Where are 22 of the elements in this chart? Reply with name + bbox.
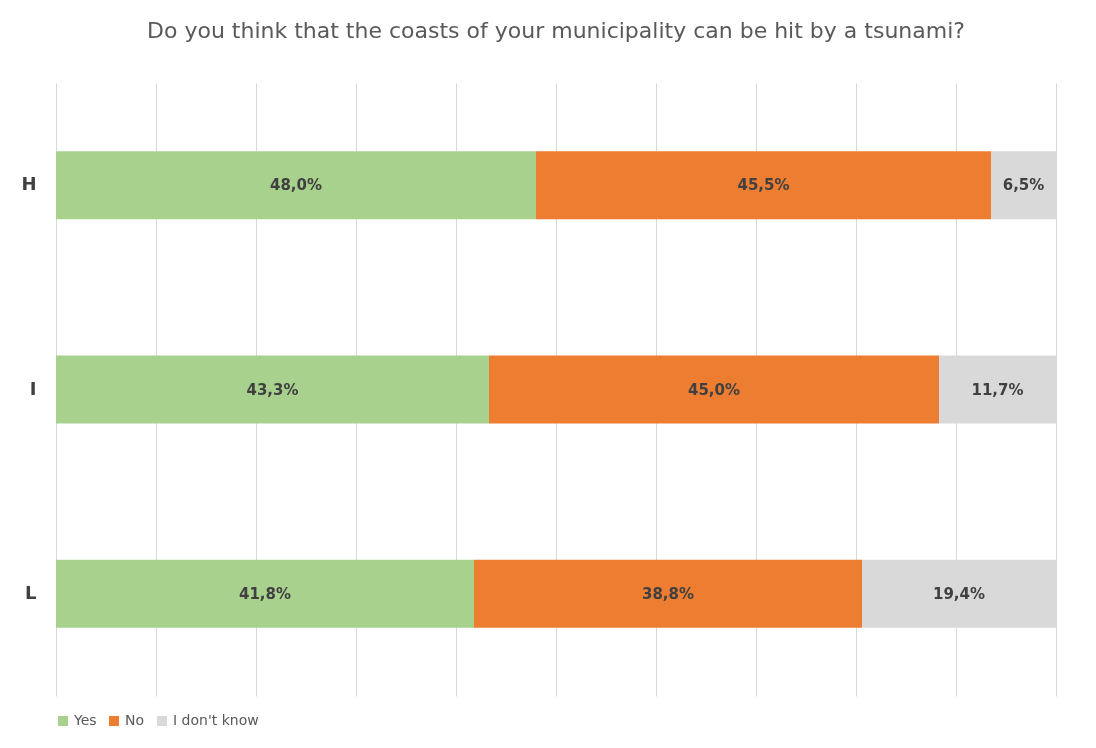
- bar: [56, 559, 474, 628]
- data-label: 45,0%: [687, 380, 741, 399]
- data-label: 45,5%: [737, 176, 790, 195]
- legend-label: Yes: [73, 712, 97, 728]
- data-label: 41,8%: [238, 584, 292, 603]
- y-tick-label: I: [29, 377, 37, 399]
- data-label: 11,7%: [971, 380, 1024, 399]
- bar: [56, 151, 536, 220]
- data-label: 38,8%: [641, 584, 695, 603]
- data-label: 6,5%: [1002, 176, 1045, 195]
- legend-label: No: [125, 712, 145, 728]
- bar: [474, 559, 862, 628]
- bar: [536, 151, 991, 220]
- y-tick-label: H: [21, 173, 37, 195]
- chart-title: Do you think that the coasts of your municipality can be hit by a tsunami?: [147, 18, 965, 43]
- legend-label: I don't know: [173, 712, 259, 728]
- bar: [489, 355, 939, 424]
- data-label: 48,0%: [269, 176, 323, 195]
- data-label: 19,4%: [932, 584, 986, 603]
- data-label: 43,3%: [246, 380, 299, 399]
- bar: [56, 355, 489, 424]
- y-tick-label: L: [25, 581, 37, 603]
